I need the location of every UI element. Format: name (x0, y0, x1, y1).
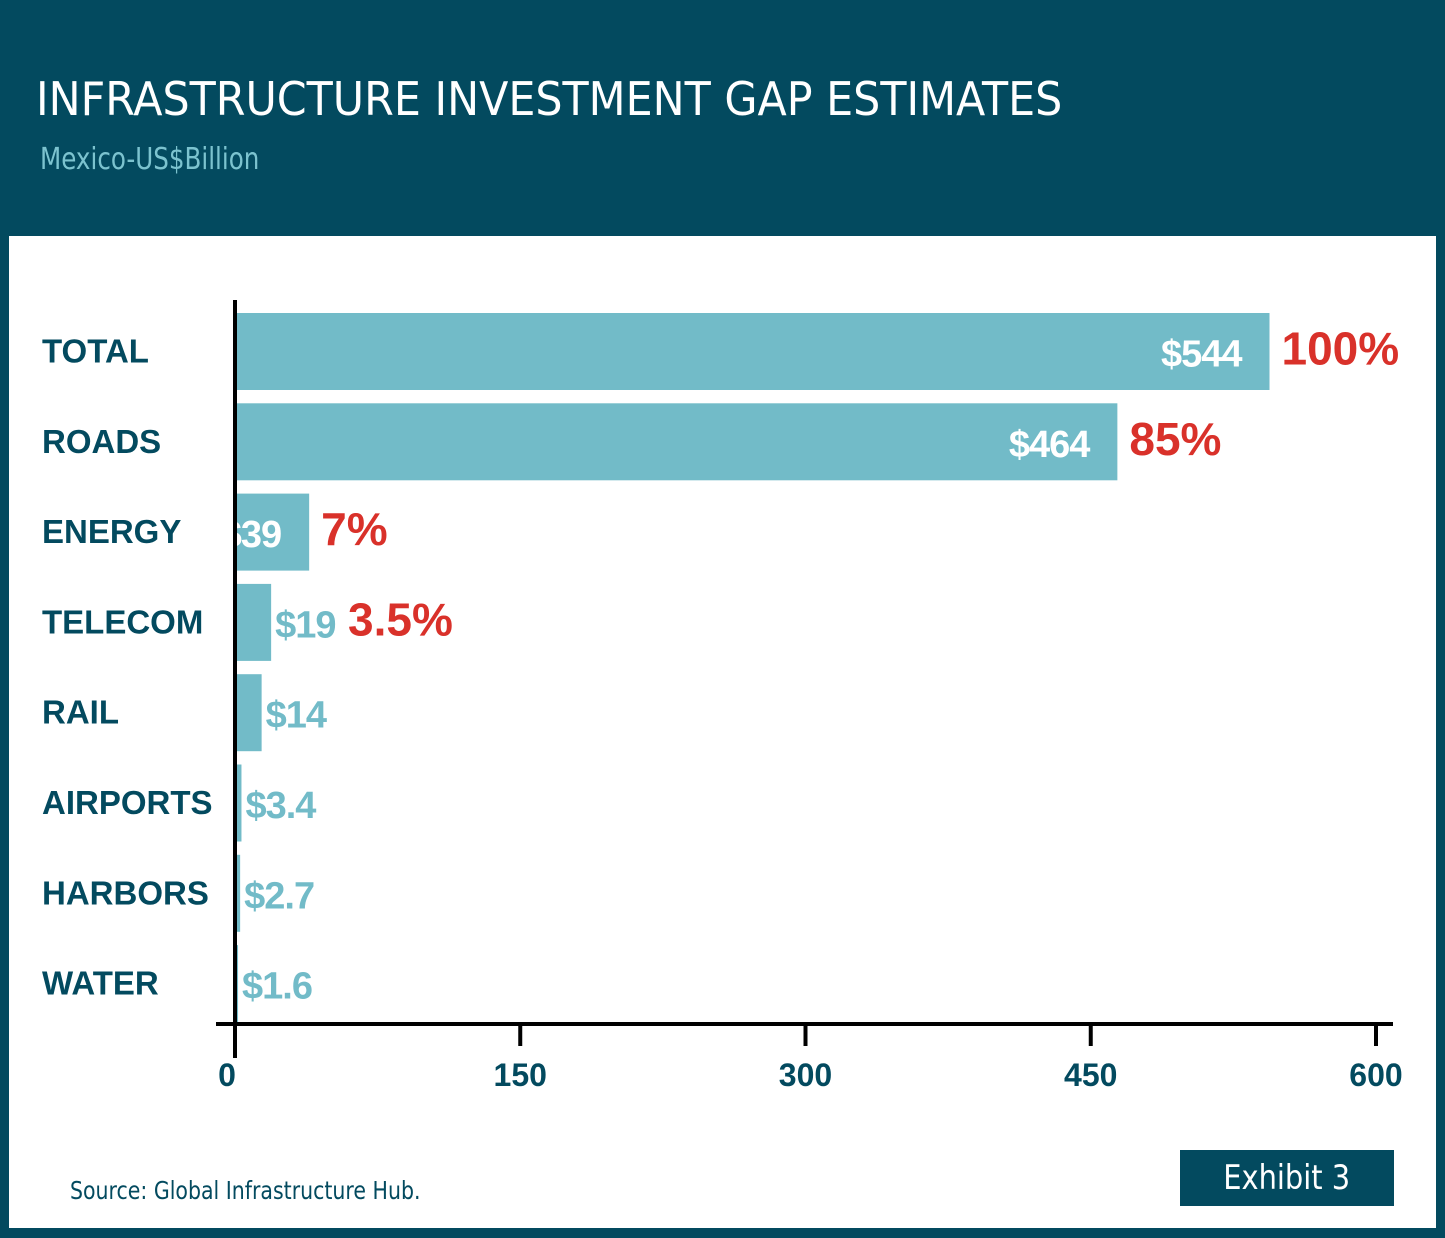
percent-label: 100% (1282, 323, 1400, 375)
percent-label: 3.5% (348, 593, 453, 645)
exhibit-label: Exhibit 3 (1223, 1158, 1351, 1198)
bar-airports (235, 764, 242, 842)
category-label: TOTAL (42, 333, 149, 370)
bar-energy (235, 493, 310, 571)
value-label: $14 (266, 695, 327, 737)
source-note: Source: Global Infrastructure Hub. (70, 1176, 421, 1205)
percent-label: 85% (1129, 413, 1221, 465)
percent-label: 7% (321, 503, 387, 555)
category-label: RAIL (42, 694, 119, 731)
category-label: WATER (42, 965, 159, 1002)
value-label: $19 (275, 604, 335, 646)
x-tick-label: 450 (1064, 1057, 1117, 1093)
bar-rail (235, 674, 262, 752)
category-label: ENERGY (42, 513, 181, 550)
category-label: TELECOM (42, 603, 203, 640)
category-label: AIRPORTS (42, 784, 213, 821)
category-label: HARBORS (42, 874, 209, 911)
exhibit-badge: Exhibit 3 (1180, 1150, 1394, 1206)
x-tick-label: 150 (494, 1057, 547, 1093)
category-label: ROADS (42, 423, 161, 460)
value-label: $2.7 (244, 875, 314, 917)
value-label: $3.4 (245, 785, 316, 827)
bar-harbors (235, 854, 241, 932)
x-tick-label: 600 (1349, 1057, 1402, 1093)
bar-telecom (235, 583, 272, 661)
bar-total (235, 313, 1270, 390)
bar-roads (235, 403, 1118, 481)
value-label: $544 (1161, 334, 1242, 376)
x-tick-label: 0 (218, 1057, 236, 1093)
chart-subtitle: Mexico-US$Billion (40, 142, 260, 177)
value-label: $39 (221, 514, 281, 556)
x-tick-label: 300 (779, 1057, 832, 1093)
chart-title: INFRASTRUCTURE INVESTMENT GAP ESTIMATES (36, 72, 1063, 126)
value-label: $1.6 (242, 966, 312, 1008)
value-label: $464 (1009, 424, 1090, 466)
